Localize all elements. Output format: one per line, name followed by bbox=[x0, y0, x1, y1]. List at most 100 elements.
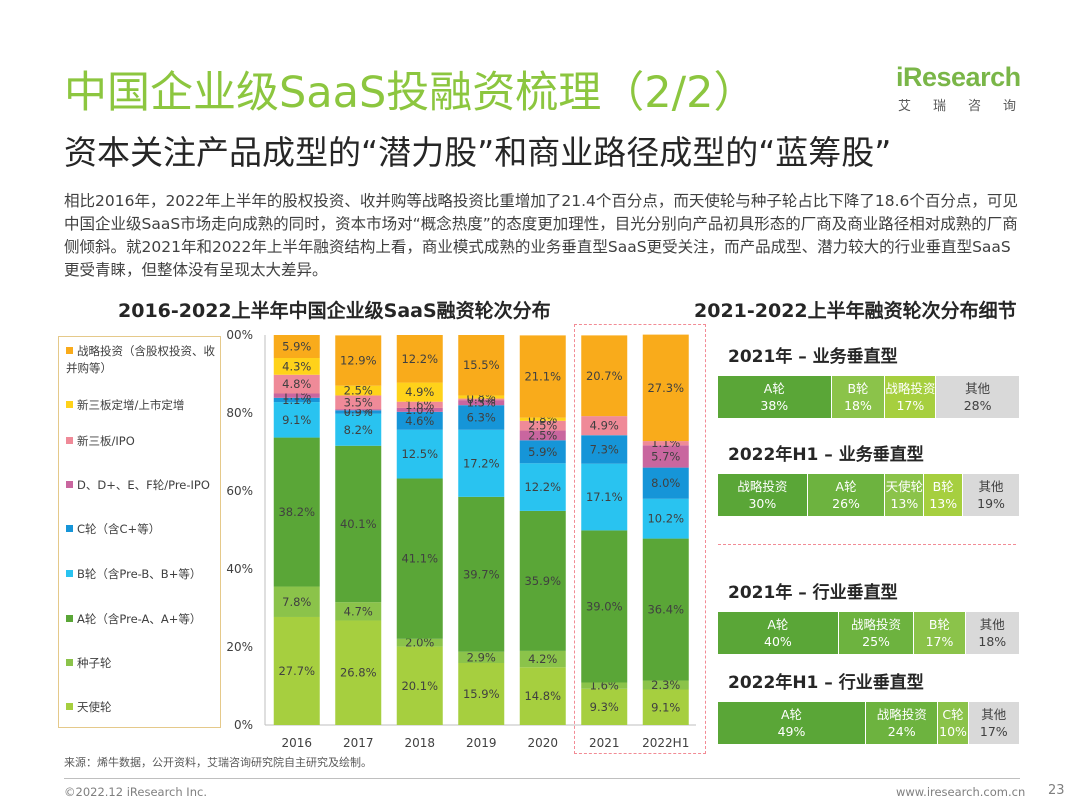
segment-name: B轮 bbox=[847, 381, 869, 396]
bar-segment bbox=[519, 420, 566, 431]
legend-item: 新三板定增/上市定增 bbox=[66, 397, 216, 414]
data-label: 38.2% bbox=[278, 505, 315, 519]
data-label: 4.7% bbox=[344, 604, 373, 618]
page-number: 23 bbox=[1048, 783, 1065, 798]
bar-segment bbox=[335, 335, 382, 386]
bar-segment bbox=[642, 498, 689, 539]
hbar-segment: 战略投资 25% bbox=[838, 612, 915, 654]
data-label: 41.1% bbox=[401, 552, 438, 566]
data-label: 12.5% bbox=[401, 447, 438, 461]
data-label: 27.7% bbox=[278, 664, 315, 678]
bar-segment bbox=[458, 395, 505, 399]
bar-segment bbox=[458, 405, 505, 430]
data-label: 4.2% bbox=[528, 652, 557, 666]
data-label: 40.1% bbox=[340, 517, 377, 531]
data-label: 20.1% bbox=[401, 679, 438, 693]
legend-label: 新三板/IPO bbox=[77, 434, 135, 448]
bar-segment bbox=[273, 393, 320, 398]
bar-segment bbox=[458, 429, 505, 497]
data-label: 9.3% bbox=[590, 700, 619, 714]
bar-segment bbox=[642, 680, 689, 690]
bar-segment bbox=[581, 530, 628, 683]
legend-item: 天使轮 bbox=[66, 699, 216, 716]
bar-segment bbox=[581, 463, 628, 531]
x-tick-label: 2018 bbox=[404, 736, 435, 750]
legend-item: A轮（含Pre-A、A+等） bbox=[66, 611, 216, 628]
source-note: 来源：烯牛数据，公开资料，艾瑞咨询研究院自主研究及绘制。 bbox=[64, 756, 372, 769]
bar-segment bbox=[458, 662, 505, 725]
bar-segment bbox=[335, 413, 382, 446]
hbar-segment: 其他 19% bbox=[963, 474, 1020, 516]
segment-value: 18% bbox=[844, 398, 872, 413]
x-tick-label: 2022H1 bbox=[642, 736, 689, 750]
x-tick-label: 2016 bbox=[281, 736, 312, 750]
bar-segment bbox=[519, 510, 566, 651]
bar-segment bbox=[335, 409, 382, 411]
legend-item: 新三板/IPO bbox=[66, 433, 216, 450]
data-label: 27.3% bbox=[647, 381, 684, 395]
bar-segment bbox=[519, 417, 566, 421]
legend-swatch bbox=[66, 347, 73, 354]
data-label: 35.9% bbox=[524, 574, 561, 588]
bar-segment bbox=[335, 385, 382, 396]
bar-segment bbox=[458, 398, 505, 401]
legend-item: 战略投资（含股权投资、收并购等） bbox=[66, 343, 216, 377]
data-label: 15.9% bbox=[463, 687, 500, 701]
data-label: 4.9% bbox=[405, 385, 434, 399]
legend-label: 战略投资（含股权投资、收并购等） bbox=[66, 344, 215, 375]
chart-legend: 战略投资（含股权投资、收并购等） 新三板定增/上市定增 新三板/IPO D、D+、E、… bbox=[58, 336, 221, 728]
segment-value: 17% bbox=[979, 724, 1008, 739]
legend-item: B轮（含Pre-B、B+等） bbox=[66, 566, 216, 583]
iresearch-logo: iResearch 艾瑞咨询 bbox=[896, 62, 1038, 114]
bar-segment bbox=[581, 416, 628, 436]
hbar-segment: B轮 13% bbox=[924, 474, 964, 516]
y-tick-label: 0% bbox=[234, 718, 253, 732]
segment-value: 28% bbox=[963, 398, 992, 413]
bar-segment bbox=[273, 358, 320, 375]
data-label: 36.4% bbox=[647, 603, 684, 617]
x-tick-label: 2020 bbox=[527, 736, 558, 750]
segment-name: 其他 bbox=[965, 381, 991, 396]
data-label: 14.8% bbox=[524, 689, 561, 703]
segment-value: 13% bbox=[890, 496, 919, 511]
website-link[interactable]: www.iresearch.com.cn bbox=[896, 785, 1026, 799]
bar-segment bbox=[458, 496, 505, 652]
panel-title: 2021年 – 行业垂直型 bbox=[728, 583, 898, 603]
data-label: 2.9% bbox=[467, 650, 496, 664]
segment-value: 19% bbox=[977, 496, 1005, 511]
bar-segment bbox=[335, 602, 382, 621]
data-label: 26.8% bbox=[340, 666, 377, 680]
footer-rule bbox=[64, 778, 1020, 779]
data-label: 20.7% bbox=[586, 369, 623, 383]
bar-segment bbox=[519, 430, 566, 441]
x-tick-label: 2019 bbox=[466, 736, 497, 750]
bar-segment bbox=[458, 400, 505, 406]
stacked-hbar: A轮 40% 战略投资 25% B轮 17% 其他 18% bbox=[718, 612, 1020, 654]
bar-segment bbox=[396, 382, 443, 402]
bar-segment bbox=[519, 440, 566, 464]
bar-segment bbox=[519, 463, 566, 511]
segment-name: 战略投资 bbox=[851, 617, 902, 632]
stacked-bar-chart: 0%20%40%60%80%100%27.7%7.8%38.2%9.1%1.1%… bbox=[226, 328, 696, 750]
segment-name: 战略投资 bbox=[885, 381, 936, 396]
legend-label: B轮（含Pre-B、B+等） bbox=[77, 567, 202, 581]
hbar-segment: A轮 40% bbox=[718, 612, 839, 654]
segment-name: 其他 bbox=[978, 479, 1004, 494]
data-label: 5.9% bbox=[528, 445, 557, 459]
segment-name: A轮 bbox=[767, 617, 789, 632]
segment-name: 战略投资 bbox=[737, 479, 788, 494]
segment-value: 30% bbox=[748, 496, 777, 511]
legend-label: 新三板定增/上市定增 bbox=[77, 398, 185, 412]
bar-segment bbox=[642, 441, 689, 446]
bar-segment bbox=[458, 651, 505, 663]
hbar-segment: 战略投资 30% bbox=[718, 474, 808, 516]
legend-label: C轮（含C+等） bbox=[77, 522, 161, 536]
left-chart-title: 2016-2022上半年中国企业级SaaS融资轮次分布 bbox=[118, 300, 551, 322]
data-label: 39.7% bbox=[463, 567, 500, 581]
data-label: 17.1% bbox=[586, 490, 623, 504]
hbar-segment: 天使轮 13% bbox=[885, 474, 925, 516]
bar-segment bbox=[396, 638, 443, 647]
bar-segment bbox=[396, 646, 443, 725]
data-label: 2.5% bbox=[344, 384, 373, 398]
data-label: 15.5% bbox=[463, 358, 500, 372]
